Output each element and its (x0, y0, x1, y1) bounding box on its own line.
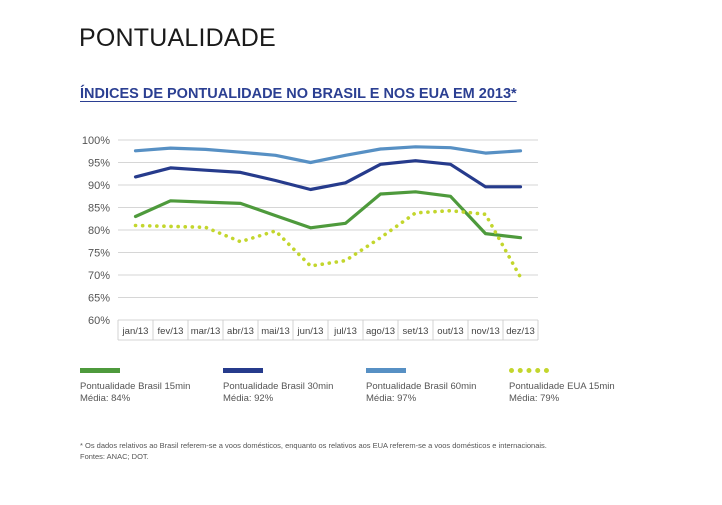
series-line (133, 208, 523, 280)
legend-average: Média: 92% (223, 393, 274, 404)
chart-title: ÍNDICES DE PONTUALIDADE NO BRASIL E NOS … (80, 86, 517, 102)
y-tick-label: 60% (88, 315, 110, 327)
y-tick-label: 65% (88, 293, 110, 305)
legend-label: Pontualidade Brasil 15min (80, 381, 191, 392)
y-tick-label: 85% (88, 203, 110, 215)
x-tick-label: jan/13 (122, 326, 149, 337)
x-tick-label: mai/13 (261, 326, 290, 337)
y-tick-label: 75% (88, 248, 110, 260)
x-tick-label: jun/13 (297, 326, 324, 337)
y-tick-label: 80% (88, 225, 110, 237)
series-line (133, 159, 523, 192)
legend-item-brasil-30min: Pontualidade Brasil 30min Média: 92% (223, 368, 363, 405)
series-line (133, 145, 523, 165)
legend-swatch (80, 368, 120, 373)
legend-average: Média: 97% (366, 393, 417, 404)
x-tick-label: nov/13 (471, 326, 500, 337)
legend-average: Média: 79% (509, 393, 560, 404)
footnote-text: * Os dados relativos ao Brasil referem-s… (80, 441, 547, 450)
legend-label: Pontualidade Brasil 30min (223, 381, 334, 392)
y-tick-label: 90% (88, 180, 110, 192)
y-tick-label: 95% (88, 158, 110, 170)
legend-swatch (223, 368, 263, 373)
legend-item-brasil-15min: Pontualidade Brasil 15min Média: 84% (80, 368, 220, 405)
legend-label: Pontualidade EUA 15min (509, 381, 615, 392)
x-tick-label: fev/13 (158, 326, 184, 337)
y-tick-label: 70% (88, 270, 110, 282)
x-tick-label: ago/13 (366, 326, 395, 337)
footnote: * Os dados relativos ao Brasil referem-s… (80, 440, 547, 462)
legend-swatch (509, 368, 549, 373)
legend-item-eua-15min: Pontualidade EUA 15min Média: 79% (509, 368, 649, 405)
x-tick-label: set/13 (403, 326, 429, 337)
x-tick-label: mar/13 (191, 326, 221, 337)
x-tick-label: jul/13 (333, 326, 357, 337)
legend-label: Pontualidade Brasil 60min (366, 381, 477, 392)
legend-average: Média: 84% (80, 393, 131, 404)
x-tick-label: dez/13 (506, 326, 535, 337)
legend-swatch (366, 368, 406, 373)
page-title: PONTUALIDADE (79, 24, 276, 52)
y-tick-label: 100% (82, 135, 110, 147)
series-line (133, 190, 523, 240)
sources-text: Fontes: ANAC; DOT. (80, 452, 149, 461)
x-tick-label: abr/13 (227, 326, 254, 337)
x-tick-label: out/13 (437, 326, 463, 337)
legend-item-brasil-60min: Pontualidade Brasil 60min Média: 97% (366, 368, 506, 405)
